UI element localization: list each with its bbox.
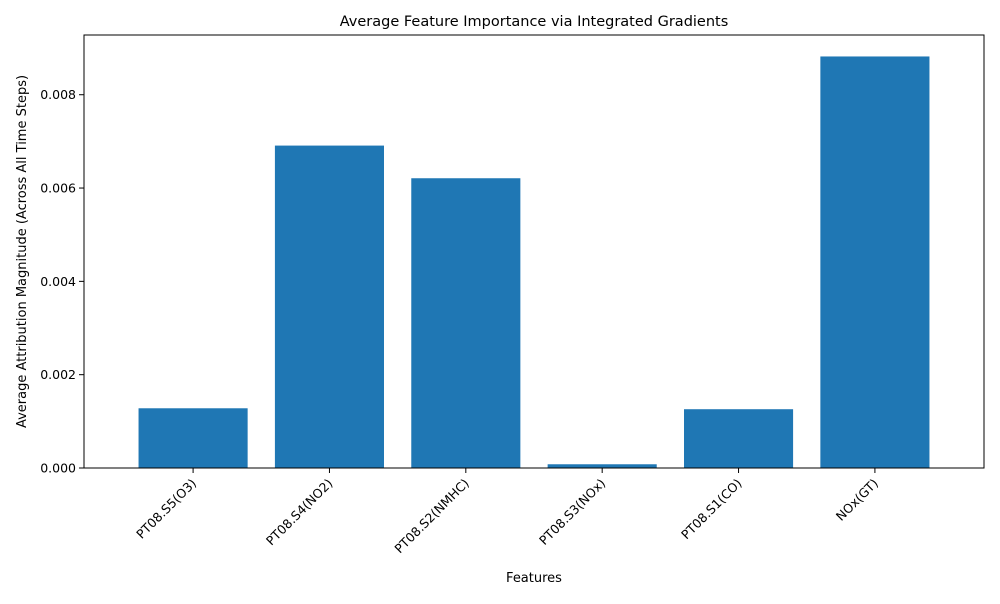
y-tick-label: 0.004 <box>40 274 76 289</box>
bar-PT08.S1(CO) <box>684 409 794 468</box>
y-tick-label: 0.006 <box>40 181 76 196</box>
y-tick-label: 0.008 <box>40 87 76 102</box>
x-axis-label: Features <box>506 571 562 586</box>
x-tick-label: PT08.S4(NO2) <box>263 476 336 549</box>
x-tick-label: PT08.S5(O3) <box>133 476 199 542</box>
x-axis-ticks: PT08.S5(O3) PT08.S4(NO2) PT08.S2(NMHC) PT08… <box>133 468 881 556</box>
plot-frame <box>83 34 985 469</box>
bar-PT08.S3(NOx) <box>547 464 657 468</box>
bars-group <box>138 56 930 468</box>
bar-PT08.S5(O3) <box>138 408 248 468</box>
bar-NOx(GT) <box>820 56 930 468</box>
x-tick-label: PT08.S2(NMHC) <box>391 476 472 557</box>
chart-title: Average Feature Importance via Integrate… <box>340 14 729 30</box>
y-tick-label: 0.000 <box>40 461 76 476</box>
x-tick-label: PT08.S3(NOx) <box>536 476 608 548</box>
y-axis-ticks: 0.000 0.002 0.004 0.006 0.008 <box>40 87 84 476</box>
x-tick-label: NOx(GT) <box>833 476 881 524</box>
x-tick-label: PT08.S1(CO) <box>678 476 745 543</box>
bar-PT08.S4(NO2) <box>274 145 384 468</box>
y-axis-label: Average Attribution Magnitude (Across Al… <box>15 75 30 428</box>
bar-PT08.S2(NMHC) <box>411 178 521 468</box>
y-tick-label: 0.002 <box>40 367 76 382</box>
